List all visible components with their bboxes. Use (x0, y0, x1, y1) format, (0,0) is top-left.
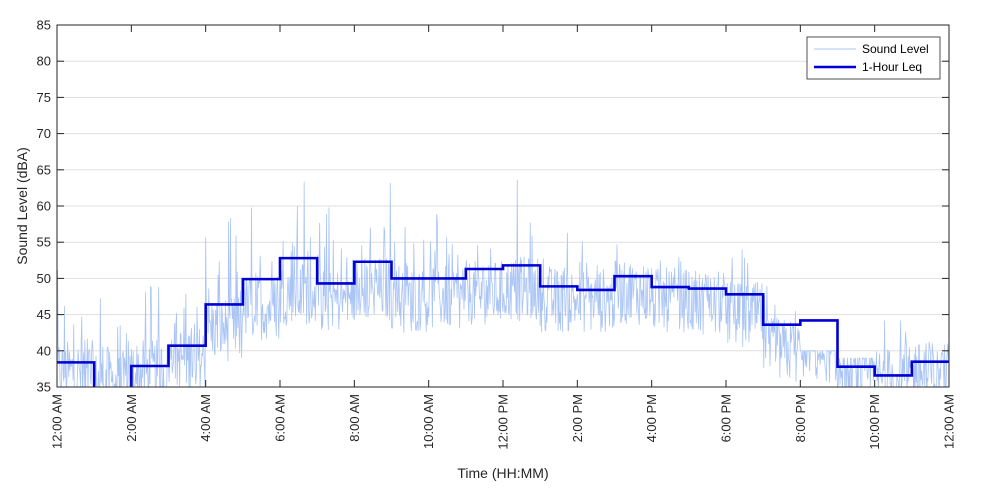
series-sound-level-line (57, 179, 949, 387)
y-axis-title: Sound Level (dBA) (14, 147, 30, 265)
x-axis-tick-labels: 12:00 AM 2:00 AM 4:00 AM 6:00 AM 8:00 AM 10:0… (50, 394, 957, 450)
y-tick-label: 35 (37, 380, 51, 395)
x-tick-label: 6:00 PM (719, 394, 734, 442)
x-tick-label: 8:00 PM (793, 394, 808, 442)
y-axis-tick-labels: 35 40 45 50 55 60 65 70 75 80 85 (37, 18, 51, 395)
legend-label-sound-level: Sound Level (862, 42, 929, 56)
x-tick-label: 10:00 PM (867, 394, 882, 450)
legend: Sound Level 1-Hour Leq (806, 36, 941, 80)
x-tick-label: 4:00 PM (644, 394, 659, 442)
x-tick-label: 6:00 AM (273, 394, 288, 442)
y-tick-label: 40 (37, 343, 51, 358)
x-tick-label: 4:00 AM (198, 394, 213, 442)
legend-label-1-hour-leq: 1-Hour Leq (862, 60, 922, 74)
plot-area (56, 24, 950, 388)
y-tick-label: 60 (37, 199, 51, 214)
y-tick-label: 65 (37, 162, 51, 177)
grid (57, 60, 949, 352)
y-tick-label: 80 (37, 54, 51, 69)
y-tick-label: 45 (37, 307, 51, 322)
x-tick-label: 12:00 AM (50, 394, 65, 449)
x-tick-label: 2:00 AM (124, 394, 139, 442)
axis-ticks (56, 24, 950, 388)
x-axis-title: Time (HH:MM) (457, 465, 548, 481)
x-tick-label: 10:00 AM (421, 394, 436, 449)
y-tick-label: 50 (37, 271, 51, 286)
y-tick-label: 70 (37, 126, 51, 141)
x-tick-label: 8:00 AM (347, 394, 362, 442)
x-tick-label: 2:00 PM (570, 394, 585, 442)
y-tick-label: 55 (37, 235, 51, 250)
y-tick-label: 75 (37, 90, 51, 105)
x-tick-label: 12:00 PM (496, 394, 511, 450)
y-tick-label: 85 (37, 18, 51, 33)
legend-box (806, 36, 941, 80)
series-1-hour-leq-line (57, 256, 949, 387)
x-tick-label: 12:00 AM (942, 394, 957, 449)
